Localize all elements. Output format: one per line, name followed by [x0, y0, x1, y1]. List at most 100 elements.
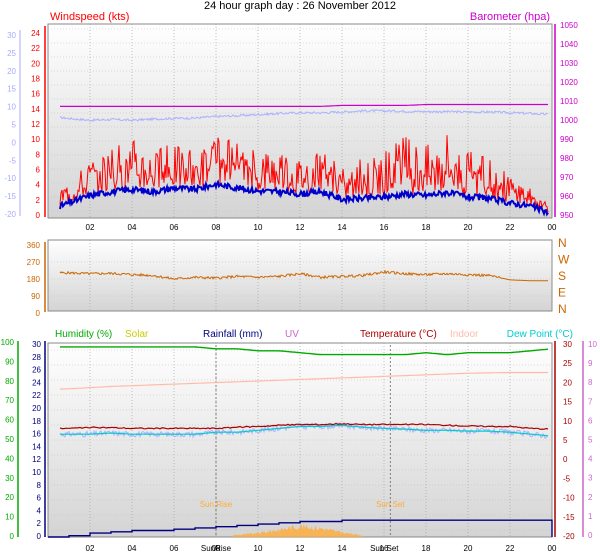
wind-x-tick: 12 [296, 223, 305, 232]
solar-area [232, 523, 363, 537]
wind-x-tick: 16 [380, 223, 389, 232]
direction-tick: 90 [31, 292, 40, 301]
far-left-tick: 5 [12, 121, 17, 130]
humidity-label: Humidity (%) [55, 329, 112, 340]
barometer-tick: 1050 [560, 21, 578, 30]
far-left-tick: -15 [4, 192, 16, 201]
rainfall-tick: 12 [32, 455, 41, 464]
multi-x-tick: 02 [86, 544, 95, 553]
barometer-tick: 1010 [560, 97, 578, 106]
wind-x-tick: 22 [506, 223, 515, 232]
rainfall-tick: 22 [32, 391, 41, 400]
solar-label: Solar [125, 329, 149, 340]
barometer-tick: 1040 [560, 40, 578, 49]
temperature-tick: 10 [563, 417, 572, 426]
barometer-tick: 990 [560, 135, 574, 144]
barometer-tick: 1000 [560, 116, 578, 125]
wind-x-tick: 14 [338, 223, 347, 232]
uv-tick: 4 [588, 455, 593, 464]
rainfall-tick: 24 [32, 378, 41, 387]
far-left-tick: -10 [4, 174, 16, 183]
humidity-tick: 80 [5, 377, 14, 386]
uv-tick: 10 [588, 340, 597, 349]
far-left-tick: 20 [7, 67, 16, 76]
rainfall-tick: 28 [32, 353, 41, 362]
compass-tick: N [558, 236, 567, 250]
windspeed-tick: 24 [31, 29, 40, 38]
multi-x-tick: 20 [464, 544, 473, 553]
humidity-tick: 60 [5, 416, 14, 425]
multi-x-tick: 14 [338, 544, 347, 553]
temperature-tick: 25 [563, 359, 572, 368]
multi-x-tick: 22 [506, 544, 515, 553]
humidity-tick: 50 [5, 435, 14, 444]
wind-x-tick: 00 [548, 223, 557, 232]
wind-gust-line [59, 135, 549, 213]
rainfall-label: Rainfall (mm) [203, 329, 262, 340]
multi-x-tick: 00 [548, 544, 557, 553]
humidity-tick: 70 [5, 396, 14, 405]
temperature-tick: 5 [563, 436, 568, 445]
multi-x-tick: 08 [212, 544, 221, 553]
rainfall-tick: 8 [37, 481, 42, 490]
indoor-temperature-line [59, 371, 548, 390]
rainfall-tick: 20 [32, 404, 41, 413]
multi-x-tick: 18 [422, 544, 431, 553]
sunset-annotation: Sun Set [376, 500, 405, 509]
temperature-tick: 20 [563, 378, 572, 387]
windspeed-tick: 2 [36, 196, 41, 205]
rainfall-tick: 2 [37, 519, 42, 528]
windspeed-tick: 0 [36, 211, 41, 220]
humidity-tick: 40 [5, 454, 14, 463]
barometer-label: Barometer (hpa) [470, 11, 550, 23]
wind-x-tick: 08 [212, 223, 221, 232]
multi-x-tick: 06 [170, 544, 179, 553]
temperature-line [59, 422, 549, 430]
barometer-tick: 970 [560, 173, 574, 182]
rainfall-tick: 16 [32, 430, 41, 439]
uv-tick: 1 [588, 512, 593, 521]
far-left-tick: 30 [7, 31, 16, 40]
barometer-tick: 1020 [560, 78, 578, 87]
compass-tick: W [558, 253, 570, 267]
barometer-tick: 960 [560, 192, 574, 201]
barometer-line [60, 103, 548, 107]
humidity-tick: 100 [1, 338, 15, 347]
uv-tick: 0 [588, 531, 593, 540]
uv-tick: 2 [588, 493, 593, 502]
rainfall-tick: 30 [32, 340, 41, 349]
windspeed-tick: 14 [31, 105, 40, 114]
wind-x-tick: 04 [128, 223, 137, 232]
rainfall-tick: 26 [32, 366, 41, 375]
temperature-tick: 0 [563, 455, 568, 464]
uv-tick: 6 [588, 416, 593, 425]
far-left-tick: 10 [7, 103, 16, 112]
temperature-tick: 30 [563, 340, 572, 349]
multi-x-tick: 10 [254, 544, 263, 553]
compass-tick: E [558, 286, 566, 300]
temperature-tick: -5 [563, 474, 571, 483]
rainfall-tick: 18 [32, 417, 41, 426]
wind-direction-line [59, 269, 548, 282]
windspeed-tick: 20 [31, 59, 40, 68]
barometer-tick: 950 [560, 211, 574, 220]
temperature-tick: -10 [563, 494, 575, 503]
chart-title: 24 hour graph day : 26 November 2012 [203, 0, 397, 12]
uv-tick: 5 [588, 436, 593, 445]
sunrise-annotation: Sun Rise [200, 500, 233, 509]
wind-x-tick: 20 [464, 223, 473, 232]
direction-tick: 180 [27, 275, 41, 284]
windspeed-tick: 6 [36, 166, 41, 175]
rainfall-tick: 14 [32, 442, 41, 451]
compass-tick: S [558, 269, 566, 283]
dew-point-label: Dew Point (°C) [507, 329, 573, 340]
sunrise-x-label: SunRise [201, 544, 232, 553]
left-axis-series-line [60, 109, 549, 123]
windspeed-tick: 22 [31, 44, 40, 53]
barometer-tick: 1030 [560, 59, 578, 68]
rainfall-tick: 0 [37, 532, 42, 541]
direction-tick: 0 [36, 309, 41, 318]
far-left-tick: 25 [7, 49, 16, 58]
humidity-tick: 90 [5, 357, 14, 366]
